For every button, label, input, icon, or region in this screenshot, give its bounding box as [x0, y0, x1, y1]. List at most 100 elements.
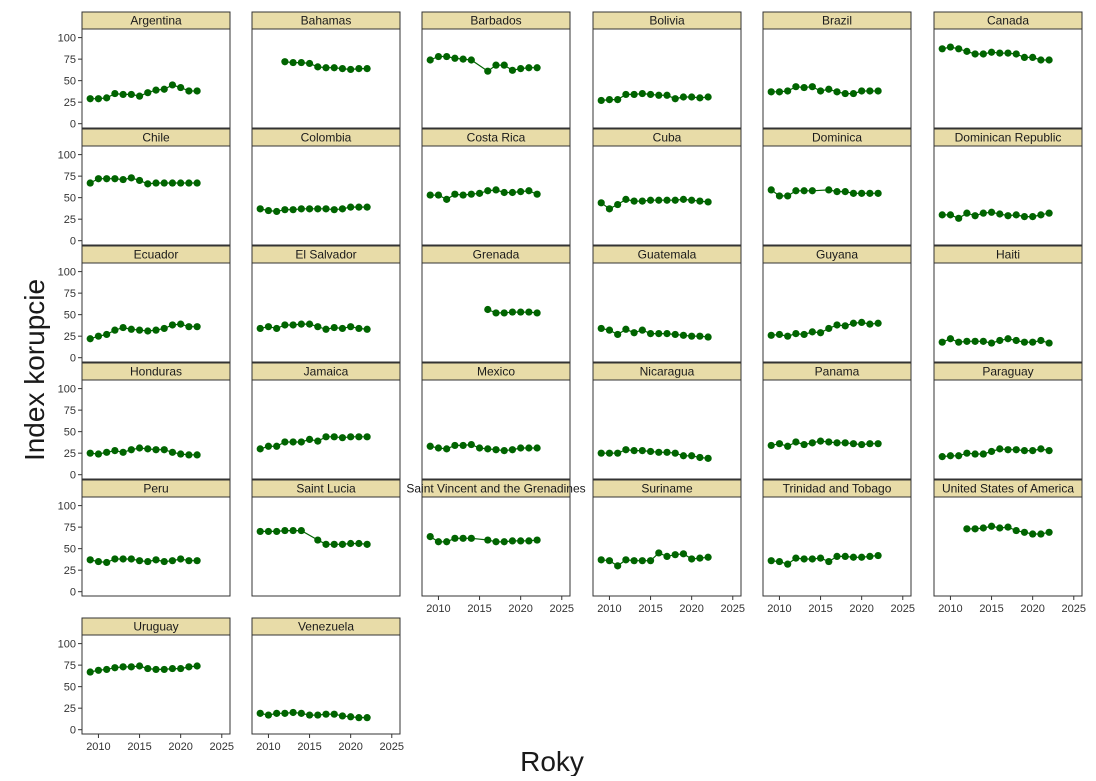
- data-point: [775, 192, 784, 200]
- panel-plot-area: [421, 145, 571, 246]
- data-point: [1004, 446, 1012, 454]
- data-point: [866, 552, 874, 561]
- data-point: [597, 96, 605, 105]
- data-point: [322, 433, 330, 441]
- data-point: [767, 331, 775, 339]
- data-point: [119, 663, 127, 671]
- data-point: [800, 187, 808, 195]
- y-tick-label: 50: [64, 76, 76, 88]
- data-point: [1029, 530, 1037, 538]
- panel-plot-area: [81, 496, 231, 597]
- data-point: [987, 339, 996, 347]
- data-point: [987, 447, 996, 456]
- y-tick-label: 100: [58, 384, 76, 396]
- data-point: [792, 83, 800, 91]
- panel: Peru 0 25 50 75 100: [58, 479, 231, 599]
- data-point: [193, 323, 201, 331]
- data-point: [297, 438, 305, 446]
- x-tick-label: 2025: [721, 603, 745, 615]
- data-point: [946, 43, 955, 51]
- data-point: [177, 450, 185, 458]
- panel-title: Chile: [142, 131, 170, 145]
- data-point: [185, 557, 193, 565]
- data-point: [630, 329, 638, 337]
- data-point: [111, 326, 119, 334]
- data-point: [808, 439, 816, 447]
- data-point: [671, 95, 679, 103]
- panel-title: United States of America: [942, 482, 1074, 496]
- panel: Brazil: [762, 11, 912, 129]
- y-tick-label: 50: [64, 310, 76, 322]
- data-point: [426, 533, 434, 541]
- data-point: [144, 445, 152, 453]
- data-point: [638, 557, 646, 565]
- data-point: [363, 540, 371, 548]
- data-point: [193, 87, 201, 95]
- panel-title: Colombia: [301, 131, 352, 145]
- panel-plot-area: [762, 28, 912, 129]
- data-point: [858, 87, 866, 95]
- data-point: [297, 320, 305, 328]
- data-point: [103, 665, 111, 674]
- data-point: [330, 540, 338, 548]
- panel-plot-area: [592, 496, 742, 597]
- panel-title: Jamaica: [304, 365, 349, 379]
- data-point: [792, 187, 800, 195]
- data-point: [193, 179, 201, 187]
- data-point: [638, 326, 646, 334]
- data-point: [94, 666, 103, 674]
- data-point: [500, 61, 508, 69]
- panel-title: Ecuador: [134, 248, 179, 262]
- data-point: [688, 452, 696, 460]
- data-point: [322, 64, 330, 72]
- data-point: [866, 320, 874, 328]
- data-point: [671, 551, 679, 559]
- y-tick-label: 0: [70, 119, 76, 131]
- data-point: [784, 332, 792, 340]
- data-point: [1020, 528, 1029, 536]
- x-tick-label: 2015: [808, 603, 832, 615]
- panel-plot-area: [762, 262, 912, 363]
- y-tick-label: 25: [64, 565, 76, 577]
- x-tick-label: 2015: [638, 603, 662, 615]
- data-point: [833, 321, 841, 329]
- data-point: [825, 438, 833, 446]
- data-point: [86, 556, 94, 564]
- panel-plot-area: [251, 496, 401, 597]
- panel-title: Paraguay: [982, 365, 1033, 379]
- data-point: [297, 205, 305, 213]
- data-point: [484, 67, 492, 75]
- panel-title: Saint Vincent and the Grenadines: [406, 482, 585, 496]
- data-point: [185, 663, 193, 671]
- panel: Nicaragua: [592, 362, 742, 480]
- data-point: [622, 556, 630, 564]
- data-point: [605, 326, 614, 334]
- panel-title: Cuba: [653, 131, 682, 145]
- data-point: [784, 442, 792, 450]
- data-point: [314, 323, 322, 331]
- y-tick-label: 0: [70, 353, 76, 365]
- data-point: [955, 214, 963, 222]
- data-point: [264, 711, 273, 719]
- data-point: [849, 319, 858, 327]
- data-point: [297, 58, 305, 67]
- data-point: [1012, 50, 1020, 58]
- data-point: [655, 448, 663, 456]
- data-point: [833, 552, 841, 561]
- data-point: [355, 324, 363, 333]
- data-point: [1037, 336, 1045, 345]
- panel-plot-area: [933, 379, 1083, 480]
- data-point: [160, 179, 168, 187]
- panel: Dominican Republic: [933, 128, 1083, 246]
- data-point: [459, 534, 467, 542]
- x-tick-label: 2020: [849, 603, 873, 615]
- data-point: [688, 93, 696, 101]
- panel-plot-area: [592, 28, 742, 129]
- data-point: [597, 199, 605, 207]
- y-tick-label: 25: [64, 331, 76, 343]
- panel: Grenada: [421, 245, 571, 363]
- data-point: [775, 330, 784, 339]
- data-point: [500, 188, 508, 197]
- data-point: [946, 452, 955, 460]
- data-point: [614, 200, 622, 209]
